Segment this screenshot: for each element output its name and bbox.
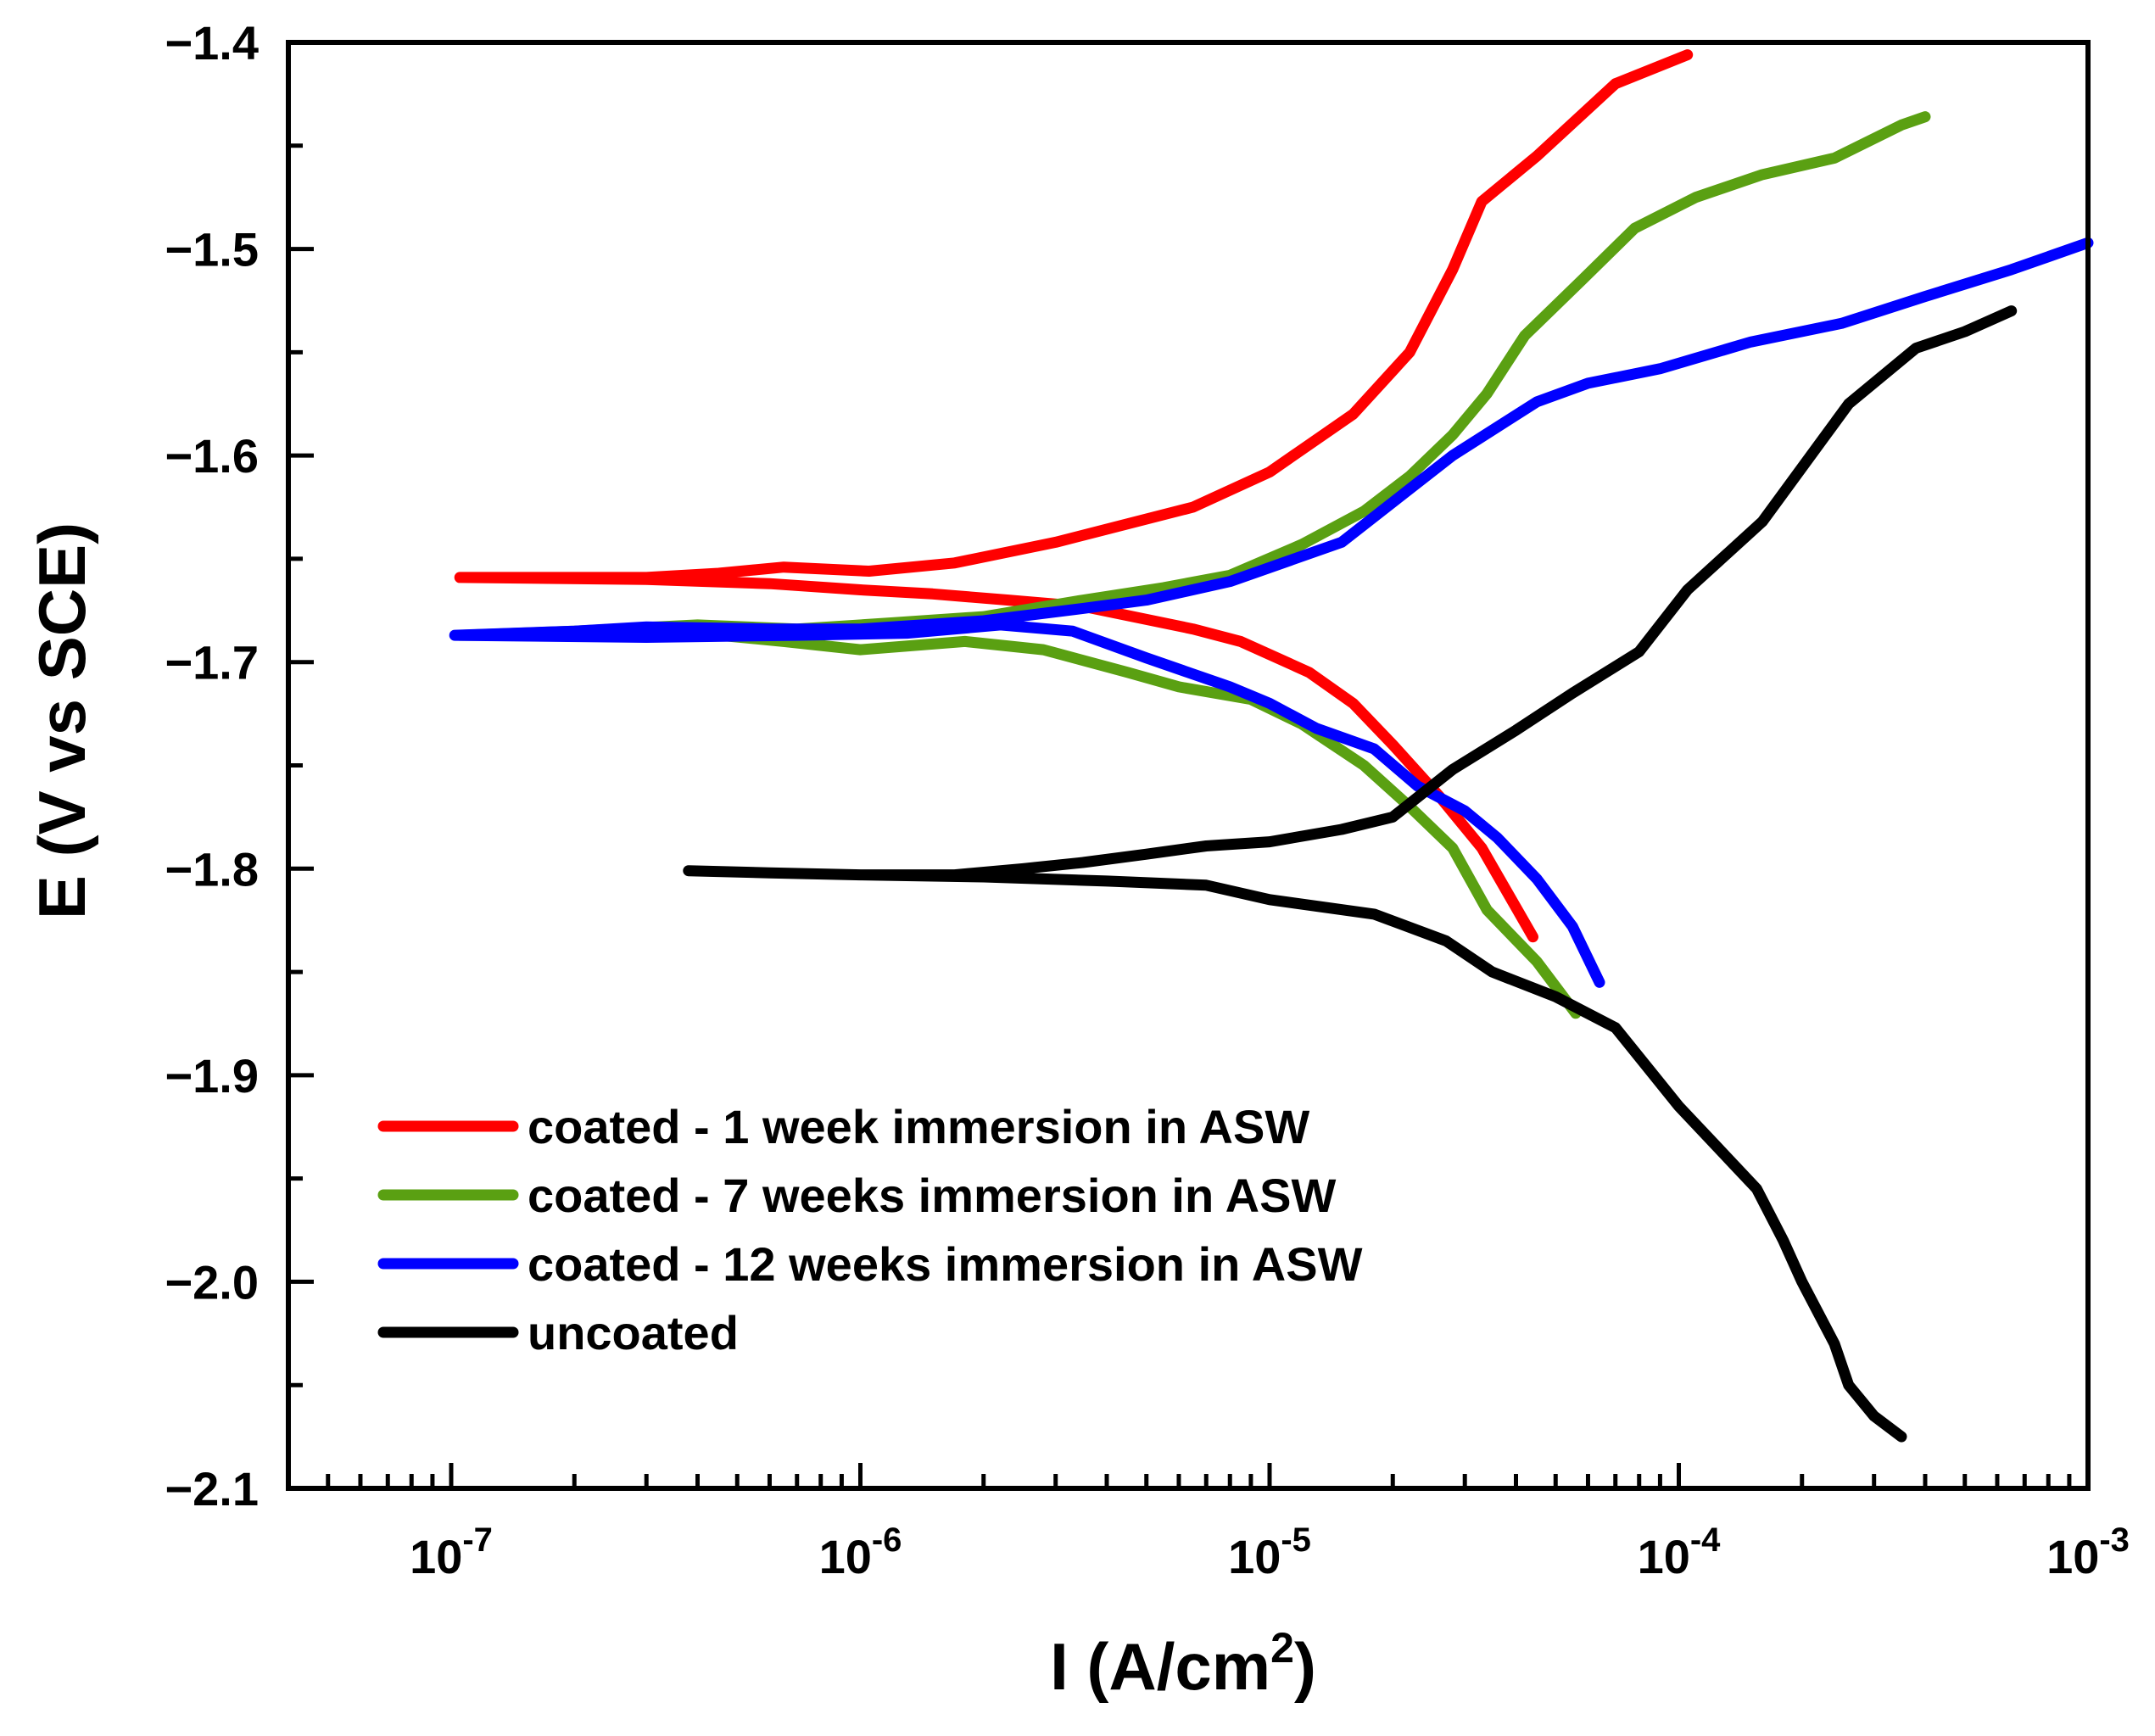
legend-label-3: coated - 12 weeks immersion in ASW (528, 1237, 1363, 1291)
series-line-4 (683, 305, 2018, 1443)
y-tick-labels: −1.4 −1.5 −1.6 −1.7 −1.8 −1.9 −2.0 −2.1 (165, 16, 259, 1516)
x-tick-base: 10 (1638, 1530, 1690, 1583)
x-tick-label: 10-7 (410, 1521, 493, 1583)
series-lines (449, 49, 2094, 1443)
y-tick-label: −2.1 (165, 1462, 259, 1516)
plot-frame (286, 40, 2091, 1491)
x-tick-exponent: -6 (872, 1521, 902, 1559)
y-tick-label: −2.0 (165, 1255, 259, 1309)
x-tick-exponent: -4 (1690, 1521, 1721, 1559)
y-axis-title: E (V vs SCE) (25, 522, 99, 919)
x-tick-base: 10 (1228, 1530, 1281, 1583)
y-tick-label: −1.5 (165, 223, 259, 276)
series-line-1 (454, 49, 1694, 943)
series-line-2 (454, 111, 1931, 1019)
x-tick-exponent: -5 (1281, 1521, 1311, 1559)
y-tick-label: −1.7 (165, 636, 259, 689)
y-tick-label: −1.4 (165, 16, 259, 70)
x-tick-base: 10 (410, 1530, 462, 1583)
x-tick-label: 10-5 (1228, 1521, 1311, 1583)
y-tick-label: −1.6 (165, 429, 259, 483)
y-tick-label: −1.9 (165, 1049, 259, 1102)
series-line-3 (449, 237, 2094, 988)
y-tick-label: −1.8 (165, 842, 259, 896)
x-tick-label: 10-6 (819, 1521, 902, 1583)
x-tick-exponent: -3 (2099, 1521, 2130, 1559)
x-tick-label: 10-3 (2046, 1521, 2130, 1583)
x-tick-base: 10 (819, 1530, 872, 1583)
legend-label-4: uncoated (528, 1306, 739, 1359)
legend-label-1: coated - 1 week immersion in ASW (528, 1100, 1309, 1153)
x-tick-label: 10-4 (1638, 1521, 1722, 1583)
legend-label-2: coated - 7 weeks immersion in ASW (528, 1169, 1336, 1222)
x-tick-exponent: -7 (462, 1521, 493, 1559)
x-tick-labels: 10-7 10-6 10-5 10-4 10-3 (410, 1521, 2130, 1583)
x-tick-base: 10 (2046, 1530, 2099, 1583)
x-axis-title: I (A/cm2) (1050, 1624, 1316, 1704)
legend: coated - 1 week immersion in ASW coated -… (377, 1100, 1363, 1359)
